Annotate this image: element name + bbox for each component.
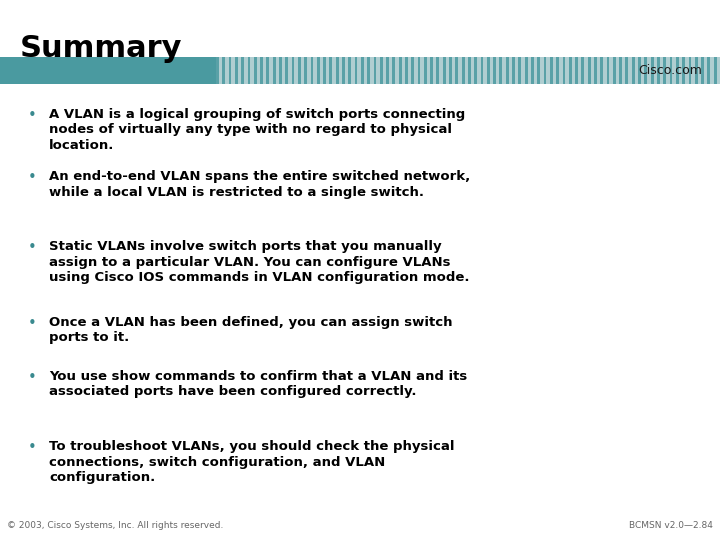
Bar: [342, 57, 345, 84]
Bar: [474, 57, 477, 84]
Bar: [714, 57, 716, 84]
Text: An end-to-end VLAN spans the entire switched network,
while a local VLAN is rest: An end-to-end VLAN spans the entire swit…: [49, 170, 470, 199]
Bar: [505, 57, 508, 84]
Bar: [550, 57, 553, 84]
Bar: [317, 57, 320, 84]
Bar: [361, 57, 364, 84]
Text: BCMSN v2.0—2.84: BCMSN v2.0—2.84: [629, 521, 713, 530]
Bar: [430, 57, 433, 84]
Bar: [537, 57, 540, 84]
Bar: [405, 57, 408, 84]
Bar: [0, 57, 216, 84]
Bar: [386, 57, 389, 84]
Bar: [588, 57, 590, 84]
Bar: [683, 57, 685, 84]
Text: •: •: [28, 240, 37, 255]
Bar: [304, 57, 307, 84]
Text: Cisco.com: Cisco.com: [638, 64, 702, 77]
Bar: [241, 57, 244, 84]
Bar: [594, 57, 597, 84]
Bar: [436, 57, 439, 84]
Bar: [531, 57, 534, 84]
Text: To troubleshoot VLANs, you should check the physical
connections, switch configu: To troubleshoot VLANs, you should check …: [49, 440, 454, 484]
Bar: [462, 57, 464, 84]
Bar: [632, 57, 634, 84]
Text: •: •: [28, 370, 37, 385]
Bar: [455, 57, 458, 84]
Bar: [216, 57, 219, 84]
Bar: [443, 57, 446, 84]
Bar: [600, 57, 603, 84]
Bar: [273, 57, 276, 84]
Bar: [606, 57, 609, 84]
Bar: [235, 57, 238, 84]
Bar: [638, 57, 641, 84]
Bar: [399, 57, 402, 84]
Bar: [392, 57, 395, 84]
Bar: [374, 57, 377, 84]
Bar: [285, 57, 288, 84]
Bar: [695, 57, 698, 84]
Bar: [581, 57, 584, 84]
Bar: [701, 57, 704, 84]
Bar: [657, 57, 660, 84]
Bar: [500, 57, 503, 84]
Bar: [367, 57, 370, 84]
Bar: [260, 57, 263, 84]
Bar: [310, 57, 313, 84]
Text: •: •: [28, 108, 37, 123]
Bar: [380, 57, 382, 84]
Bar: [644, 57, 647, 84]
Bar: [266, 57, 269, 84]
Bar: [298, 57, 301, 84]
Bar: [292, 57, 294, 84]
Bar: [626, 57, 629, 84]
Bar: [487, 57, 490, 84]
Text: Summary: Summary: [20, 34, 183, 63]
Bar: [688, 57, 691, 84]
Bar: [330, 57, 332, 84]
Bar: [670, 57, 672, 84]
Bar: [411, 57, 414, 84]
Bar: [216, 57, 720, 84]
Bar: [222, 57, 225, 84]
Text: Static VLANs involve switch ports that you manually
assign to a particular VLAN.: Static VLANs involve switch ports that y…: [49, 240, 469, 284]
Bar: [354, 57, 357, 84]
Bar: [336, 57, 338, 84]
Bar: [229, 57, 231, 84]
Text: •: •: [28, 316, 37, 331]
Bar: [676, 57, 679, 84]
Bar: [569, 57, 572, 84]
Bar: [544, 57, 546, 84]
Bar: [525, 57, 528, 84]
Text: You use show commands to confirm that a VLAN and its
associated ports have been : You use show commands to confirm that a …: [49, 370, 467, 399]
Text: © 2003, Cisco Systems, Inc. All rights reserved.: © 2003, Cisco Systems, Inc. All rights r…: [7, 521, 224, 530]
Bar: [449, 57, 452, 84]
Bar: [424, 57, 427, 84]
Bar: [619, 57, 622, 84]
Bar: [248, 57, 251, 84]
Bar: [562, 57, 565, 84]
Bar: [663, 57, 666, 84]
Bar: [512, 57, 515, 84]
Text: •: •: [28, 170, 37, 185]
Bar: [279, 57, 282, 84]
Bar: [481, 57, 483, 84]
Bar: [613, 57, 616, 84]
Bar: [348, 57, 351, 84]
Bar: [418, 57, 420, 84]
Bar: [468, 57, 471, 84]
Text: •: •: [28, 440, 37, 455]
Bar: [575, 57, 578, 84]
Bar: [253, 57, 256, 84]
Text: Once a VLAN has been defined, you can assign switch
ports to it.: Once a VLAN has been defined, you can as…: [49, 316, 452, 345]
Bar: [493, 57, 496, 84]
Text: A VLAN is a logical grouping of switch ports connecting
nodes of virtually any t: A VLAN is a logical grouping of switch p…: [49, 108, 465, 152]
Bar: [323, 57, 326, 84]
Bar: [651, 57, 654, 84]
Bar: [518, 57, 521, 84]
Bar: [707, 57, 710, 84]
Bar: [556, 57, 559, 84]
